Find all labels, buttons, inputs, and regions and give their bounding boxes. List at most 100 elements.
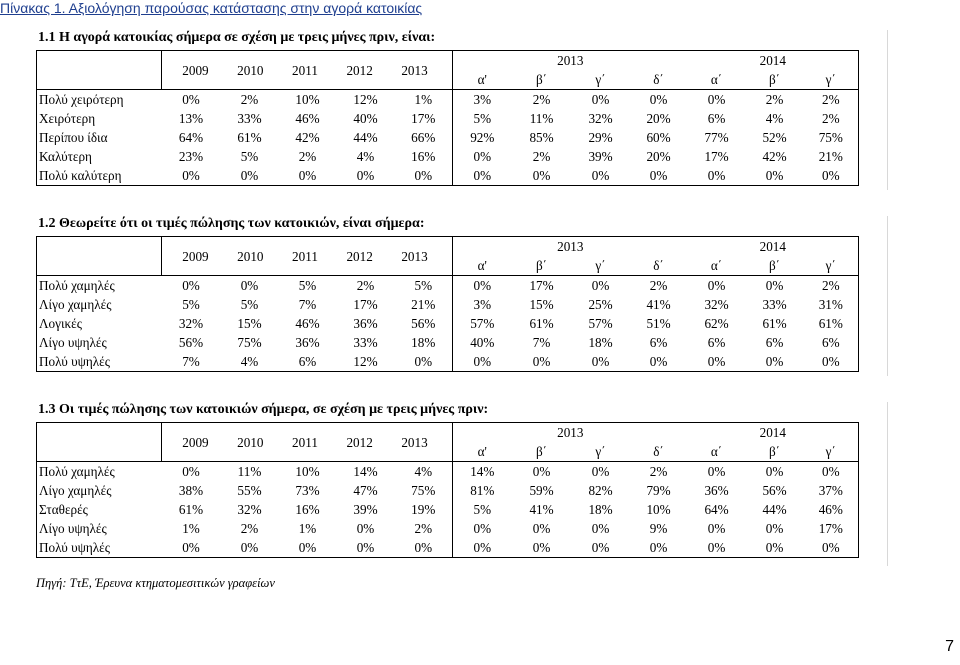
table-cell: 18%	[588, 335, 613, 350]
header-blank	[36, 236, 162, 276]
table-cell: 42%	[762, 149, 787, 164]
table-cell: 20%	[646, 111, 671, 126]
row-label: Λίγο υψηλές	[36, 333, 162, 352]
table-cell: 0%	[394, 352, 453, 372]
table-cell: 33%	[353, 335, 378, 350]
table-cell: 11%	[237, 464, 262, 479]
row-label: Πολύ χειρότερη	[36, 89, 162, 109]
section-title: 1.1 Η αγορά κατοικίας σήμερα σε σχέση με…	[38, 30, 436, 45]
table-cell: 64%	[178, 130, 204, 145]
table-cell: 5%	[182, 297, 200, 312]
table-cell: 10%	[295, 92, 320, 107]
table-cell: 0%	[591, 464, 610, 479]
row-label: Πολύ υψηλές	[36, 352, 162, 372]
table-cell: 61%	[803, 314, 860, 333]
table-row: Πολύ χαμηλές 0% 0% 5% 2% 5% 0% 17% 0% 2% 0% 0% 2%	[36, 275, 860, 295]
row-label: Λίγο χαμηλές	[36, 481, 162, 500]
quarter-label: β΄	[745, 256, 804, 276]
table-cell: 11%	[529, 111, 554, 126]
table-cell: 0%	[707, 521, 726, 536]
year-label: 2011	[292, 62, 318, 78]
table-cell: 2%	[414, 521, 433, 536]
table-cell: 42%	[295, 130, 320, 145]
table-cell: 57%	[452, 314, 512, 333]
table-cell: 0%	[278, 166, 337, 186]
table-cell: 1%	[298, 521, 317, 536]
table-cell: 0%	[591, 92, 610, 107]
table-cell: 56%	[178, 335, 204, 350]
table-row: Πολύ χαμηλές 0% 11% 10% 14% 4% 14% 0% 0% 2% 0% 0% 0%	[36, 461, 860, 481]
table-cell: 17%	[529, 278, 554, 293]
table-cell: 41%	[529, 502, 554, 517]
table-cell: 0%	[687, 166, 746, 186]
table-cell: 2%	[532, 149, 551, 164]
table-row: Περίπου ίδια 64% 61% 42% 44% 66% 92% 85% 29% 60% 7…	[36, 128, 860, 147]
table-cell: 46%	[803, 500, 860, 519]
row-label: Πολύ χαμηλές	[36, 461, 162, 481]
group-2014-header: 2014	[687, 422, 860, 442]
table-cell: 15%	[529, 297, 554, 312]
table-cell: 0%	[803, 461, 860, 481]
table-cell: 3%	[452, 295, 512, 314]
table-row: Λίγο υψηλές 1% 2% 1% 0% 2% 0% 0% 0% 9% 0% 0% 17%	[36, 519, 860, 538]
survey-table: 2009 2010 2011 2012 2013 2013 2014 α' β΄ γ΄ δ΄ α΄ β΄…	[36, 50, 860, 186]
table-cell: 0%	[511, 166, 572, 186]
table-cell: 44%	[353, 130, 378, 145]
table-cell: 82%	[588, 483, 613, 498]
row-label: Περίπου ίδια	[36, 128, 162, 147]
page-number: 7	[945, 638, 954, 655]
table-cell: 6%	[649, 335, 668, 350]
table-cell: 0%	[765, 278, 784, 293]
header-blank	[36, 50, 162, 90]
table-cell: 0%	[629, 166, 688, 186]
table-row: Λίγο υψηλές 56% 75% 36% 33% 18% 40% 7% 18% 6% 6% 6%…	[36, 333, 860, 352]
table-cell: 36%	[353, 316, 378, 331]
table-cell: 14%	[452, 461, 512, 481]
quarter-label: γ΄	[571, 256, 630, 276]
table-cell: 0%	[452, 352, 512, 372]
table-cell: 75%	[803, 128, 860, 147]
table-cell: 55%	[237, 483, 262, 498]
quarter-label: β΄	[745, 442, 804, 462]
table-cell: 7%	[161, 352, 221, 372]
table-cell: 46%	[295, 111, 320, 126]
year-label: 2009	[182, 434, 209, 450]
table-cell: 0%	[394, 166, 453, 186]
table-cell: 6%	[707, 111, 726, 126]
table-cell: 2%	[649, 464, 668, 479]
table-cell: 0%	[571, 352, 630, 372]
table-cell: 2%	[803, 275, 860, 295]
table-row: Πολύ χειρότερη 0% 2% 10% 12% 1% 3% 2% 0% 0% 0% 2% 2%	[36, 89, 860, 109]
survey-table: 2009 2010 2011 2012 2013 2013 2014 α' β΄ γ΄ δ΄ α΄ β΄…	[36, 422, 860, 558]
quarter-label: γ΄	[803, 256, 860, 276]
table-cell: 61%	[178, 502, 204, 517]
quarter-label: β΄	[745, 70, 804, 90]
quarter-label: α'	[452, 256, 512, 276]
table-cell: 2%	[532, 92, 551, 107]
table-cell: 0%	[803, 352, 860, 372]
table-cell: 2%	[356, 278, 375, 293]
table-cell: 79%	[646, 483, 671, 498]
table-cell: 0%	[707, 92, 726, 107]
table-cell: 6%	[765, 335, 784, 350]
table-cell: 36%	[295, 335, 320, 350]
years-header: 2009 2010 2011 2012 2013	[160, 236, 453, 276]
table-cell: 12%	[353, 92, 378, 107]
table-cell: 0%	[649, 92, 668, 107]
year-label: 2011	[292, 248, 318, 264]
table-cell: 0%	[707, 278, 726, 293]
table-cell: 47%	[353, 483, 378, 498]
table-cell: 81%	[452, 481, 512, 500]
quarter-label: β΄	[511, 70, 572, 90]
table-cell: 15%	[237, 316, 262, 331]
table-cell: 2%	[298, 149, 317, 164]
table-cell: 18%	[411, 335, 436, 350]
quarter-label: α΄	[687, 70, 746, 90]
sheet-gridline	[887, 30, 888, 190]
table-cell: 46%	[295, 316, 320, 331]
sheet-gridline	[887, 402, 888, 566]
table-cell: 40%	[353, 111, 378, 126]
table-cell: 0%	[182, 92, 200, 107]
quarter-label: γ΄	[803, 70, 860, 90]
table-cell: 31%	[803, 295, 860, 314]
